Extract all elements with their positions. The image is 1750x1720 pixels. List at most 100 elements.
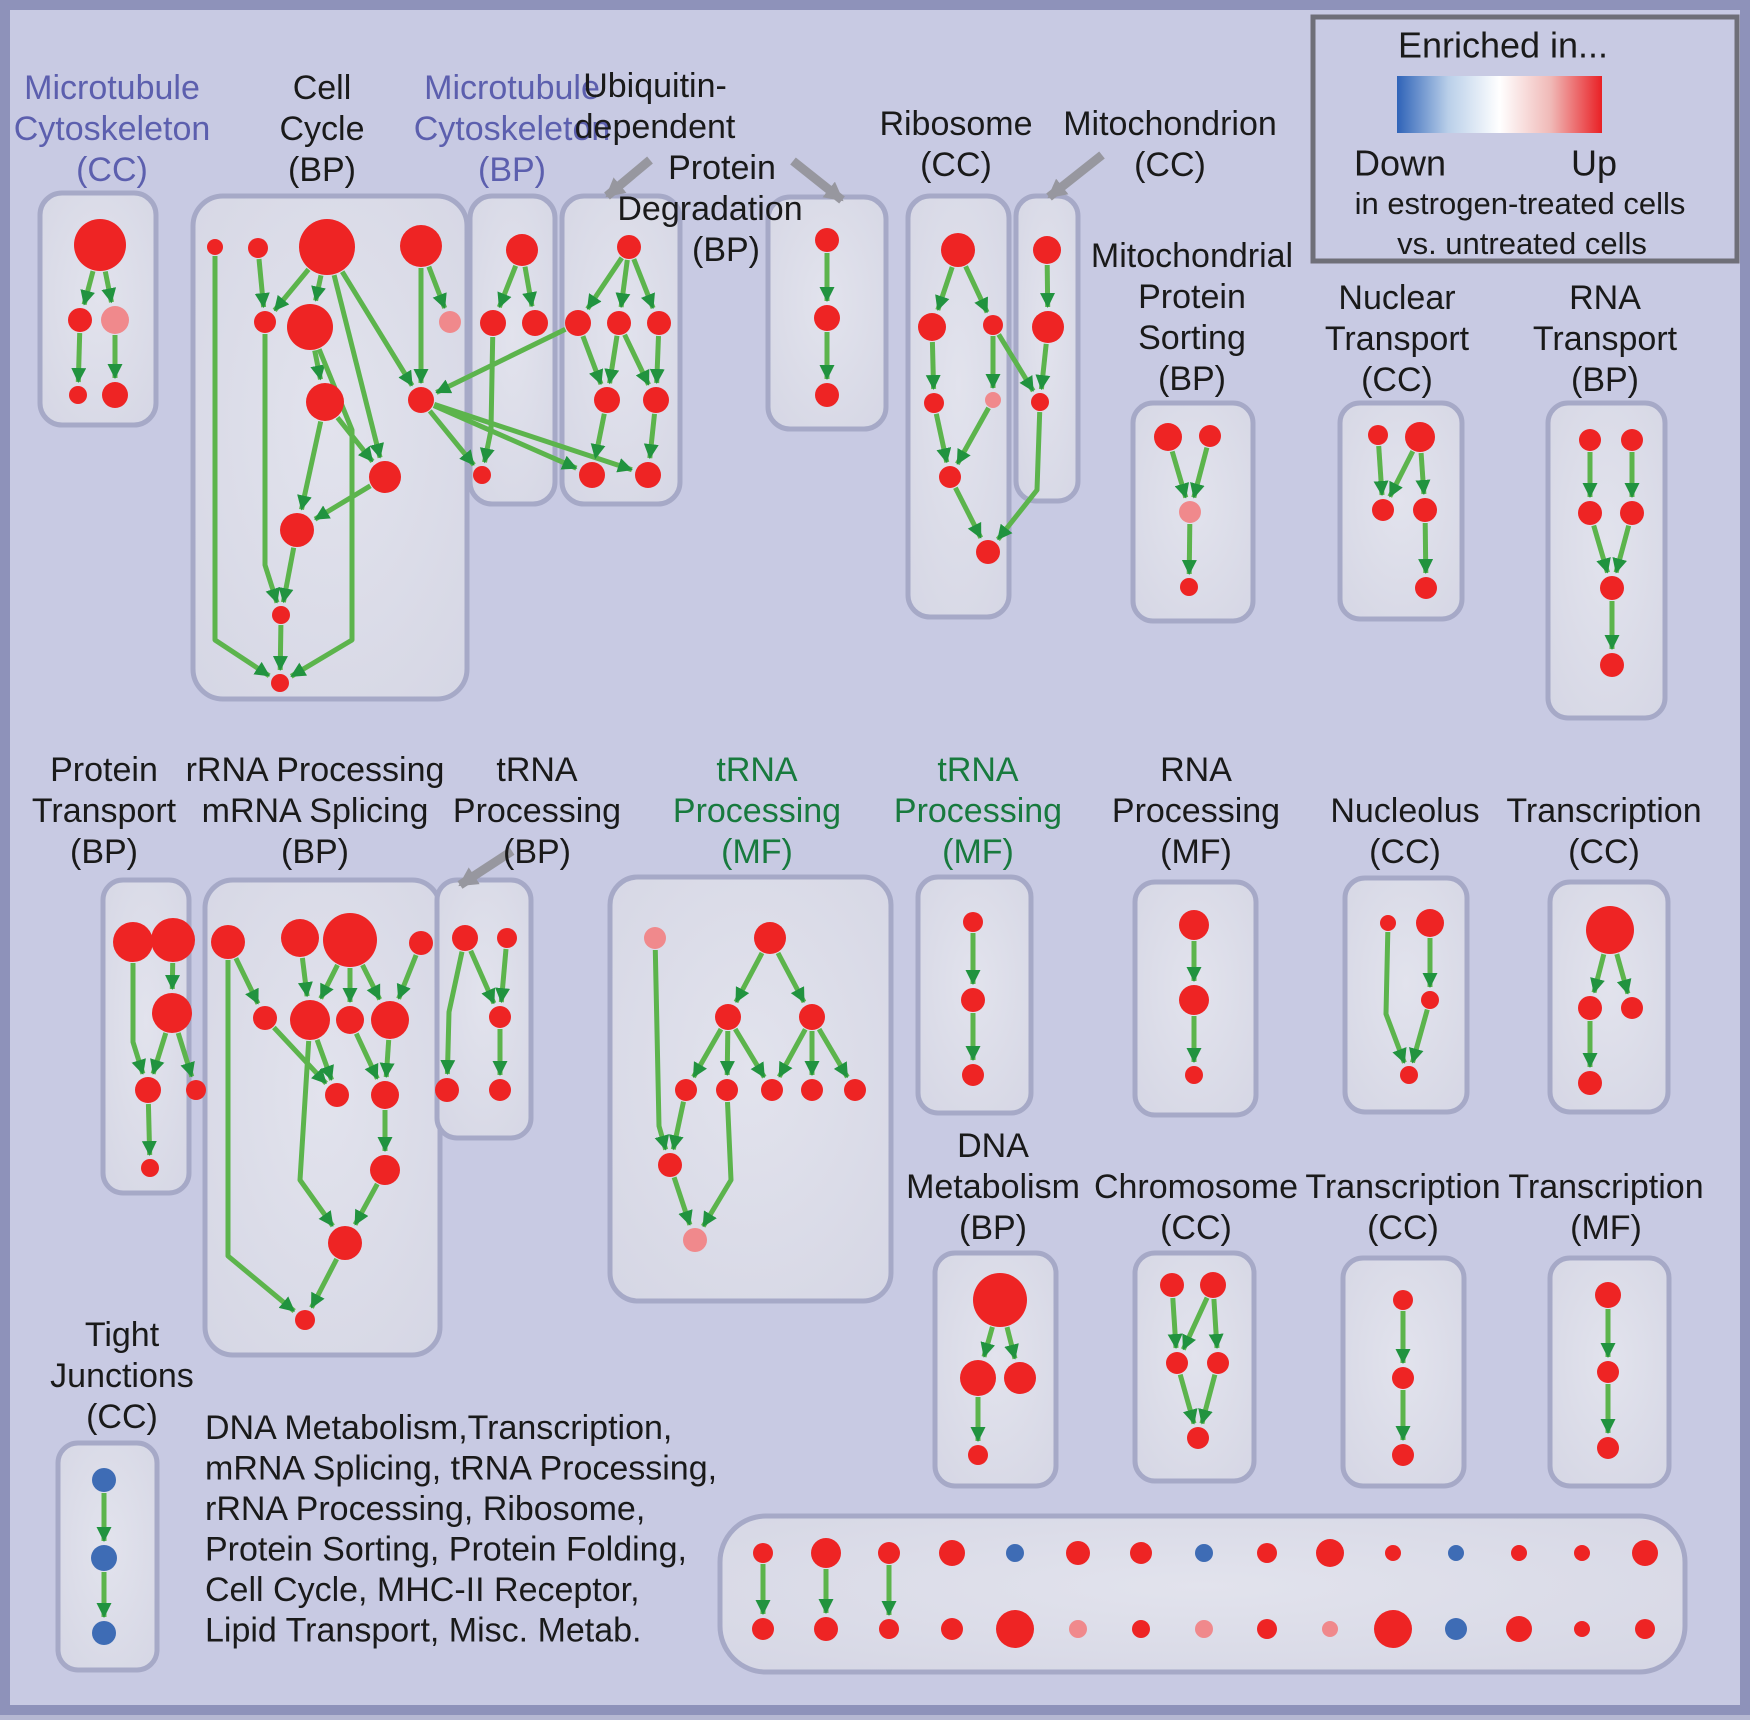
go-term-node-k3: [1166, 1352, 1188, 1374]
cluster-label-line: Transcription: [1305, 1168, 1500, 1206]
cluster-label-line: (BP): [959, 1209, 1027, 1247]
cluster-label-line: (CC): [920, 146, 992, 184]
cluster-box-nuclear-transport: [1340, 403, 1462, 619]
go-term-node-f1: [1586, 906, 1634, 954]
enrichment-edge: [386, 1040, 389, 1077]
go-term-node-g2: [281, 919, 319, 957]
go-term-node-q1: [815, 228, 839, 252]
go-term-node-z2: [1597, 1361, 1619, 1383]
go-term-node-b1: [452, 925, 478, 951]
go-term-node-p4: [1180, 578, 1198, 596]
cluster-label-line: Nuclear: [1338, 279, 1455, 317]
go-term-node-mb3: [522, 310, 548, 336]
go-term-node-s1: [963, 912, 983, 932]
go-term-node-b5: [489, 1079, 511, 1101]
legend-gradient-bar: [1397, 76, 1602, 133]
cluster-label-line: Processing: [453, 792, 621, 830]
go-term-node-x2: [1179, 985, 1209, 1015]
matrix-node-bottom-11: [1374, 1610, 1412, 1648]
go-term-node-a2: [68, 308, 92, 332]
go-term-node-d1: [973, 1273, 1027, 1327]
go-term-node-w2: [1621, 429, 1643, 451]
matrix-node-bottom-8: [1195, 1620, 1213, 1638]
cluster-label-line: Microtubule: [424, 69, 600, 107]
go-term-node-h4: [799, 1004, 825, 1030]
go-term-node-m2: [1032, 311, 1064, 343]
cluster-label-line: (CC): [1367, 1209, 1439, 1247]
go-term-node-g10: [371, 1081, 399, 1109]
go-term-node-a4: [69, 386, 87, 404]
cluster-label-line: Transport: [1325, 320, 1470, 358]
cluster-label-line: (MF): [1160, 833, 1232, 871]
cluster-label-line: (CC): [1568, 833, 1640, 871]
go-term-node-w3: [1578, 501, 1602, 525]
go-term-node-g7: [336, 1006, 364, 1034]
matrix-node-top-9: [1257, 1543, 1277, 1563]
go-term-node-mb2: [480, 310, 506, 336]
matrix-node-bottom-13: [1506, 1616, 1532, 1642]
go-term-node-t1: [113, 922, 153, 962]
enrichment-edge: [1379, 446, 1382, 495]
cluster-label-line: Transport: [32, 792, 177, 830]
go-term-node-t4: [135, 1077, 161, 1103]
cluster-label-line: mRNA Splicing: [202, 792, 429, 830]
go-term-node-k1: [1160, 1273, 1184, 1297]
go-term-node-r3: [983, 315, 1003, 335]
misc-caption-line: Protein Sorting, Protein Folding,: [205, 1530, 687, 1568]
cluster-label-line: Ubiquitin-: [583, 67, 727, 105]
go-term-node-r4: [924, 393, 944, 413]
go-term-node-w5: [1600, 576, 1624, 600]
cluster-label-line: (CC): [1369, 833, 1441, 871]
cluster-label-line: RNA: [1160, 751, 1232, 789]
cluster-label-line: (BP): [1158, 360, 1226, 398]
cluster-label-line: (BP): [478, 151, 546, 189]
cluster-label-line: (BP): [288, 151, 356, 189]
matrix-node-top-12: [1448, 1545, 1464, 1561]
go-term-node-c11: [280, 513, 314, 547]
go-term-node-u6: [643, 387, 669, 413]
go-term-node-u2: [565, 310, 591, 336]
go-term-node-e3: [1421, 991, 1439, 1009]
go-term-node-t3: [152, 993, 192, 1033]
cluster-label-line: tRNA: [496, 751, 578, 789]
cluster-label-line: Microtubule: [24, 69, 200, 107]
go-term-node-c9: [408, 387, 434, 413]
cluster-label-line: tRNA: [716, 751, 798, 789]
go-term-node-g12: [328, 1226, 362, 1260]
go-term-node-h11: [683, 1228, 707, 1252]
cluster-label-line: Transport: [1533, 320, 1678, 358]
matrix-node-top-15: [1632, 1540, 1658, 1566]
go-term-node-e1: [1380, 915, 1396, 931]
cluster-label-line: Transcription: [1506, 792, 1701, 830]
cluster-label-line: Tight: [85, 1316, 160, 1354]
go-term-node-u1: [617, 235, 641, 259]
misc-caption-line: mRNA Splicing, tRNA Processing,: [205, 1449, 717, 1487]
cluster-label-line: Chromosome: [1094, 1168, 1298, 1206]
go-term-node-d3: [1004, 1362, 1036, 1394]
go-term-node-mb4: [473, 466, 491, 484]
go-term-node-s3: [962, 1064, 984, 1086]
cluster-label-line: Cytoskeleton: [14, 110, 211, 148]
cluster-label-line: RNA: [1569, 279, 1641, 317]
matrix-node-bottom-1: [752, 1618, 774, 1640]
go-term-node-k5: [1187, 1427, 1209, 1449]
cluster-label-line: (MF): [942, 833, 1014, 871]
go-term-node-v1: [1368, 425, 1388, 445]
enrichment-edge: [1425, 523, 1426, 573]
matrix-node-bottom-3: [879, 1619, 899, 1639]
cluster-label-line: (CC): [1160, 1209, 1232, 1247]
cluster-label-line: (CC): [1361, 361, 1433, 399]
cluster-label-line: rRNA Processing: [186, 751, 445, 789]
go-term-node-c12: [272, 606, 290, 624]
go-term-node-a5: [102, 382, 128, 408]
go-term-node-c8: [306, 383, 344, 421]
go-term-node-c10: [369, 461, 401, 493]
go-term-node-u8: [635, 462, 661, 488]
go-term-node-c6: [287, 304, 333, 350]
go-term-node-y1: [1393, 1290, 1413, 1310]
cluster-box-misc-cluster: [720, 1516, 1685, 1672]
go-term-node-g5: [253, 1006, 277, 1030]
matrix-node-top-3: [878, 1542, 900, 1564]
go-term-node-g13: [295, 1310, 315, 1330]
